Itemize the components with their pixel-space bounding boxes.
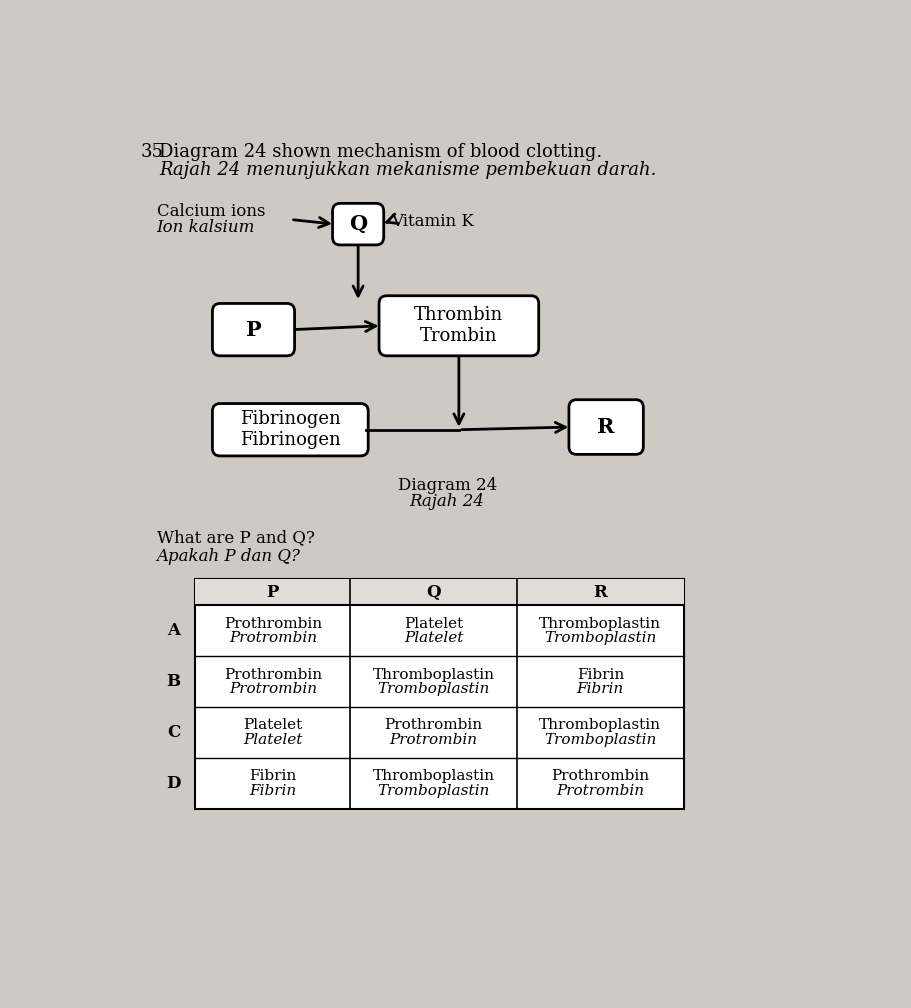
Text: Thromboplastin: Thromboplastin	[373, 769, 494, 783]
Text: P: P	[266, 584, 279, 601]
Text: Fibrin: Fibrin	[249, 784, 296, 798]
Text: Platelet: Platelet	[243, 719, 302, 733]
Text: Protrombin: Protrombin	[229, 631, 317, 645]
Text: Ion kalsium: Ion kalsium	[157, 219, 255, 236]
Text: Thrombin
Trombin: Thrombin Trombin	[414, 306, 503, 345]
Text: Thromboplastin: Thromboplastin	[373, 667, 494, 681]
Text: R: R	[597, 417, 614, 437]
FancyBboxPatch shape	[379, 295, 538, 356]
Text: Prothrombin: Prothrombin	[223, 667, 322, 681]
Text: Diagram 24: Diagram 24	[397, 477, 496, 494]
Text: What are P and Q?: What are P and Q?	[157, 529, 314, 546]
Text: Rajah 24 menunjukkan mekanisme pembekuan darah.: Rajah 24 menunjukkan mekanisme pembekuan…	[159, 161, 656, 179]
Text: Vitamin K: Vitamin K	[391, 213, 474, 230]
Text: Prothrombin: Prothrombin	[384, 719, 482, 733]
Text: Tromboplastin: Tromboplastin	[377, 682, 489, 697]
Text: Protrombin: Protrombin	[556, 784, 644, 798]
Text: D: D	[166, 775, 180, 791]
Text: Diagram 24 shown mechanism of blood clotting.: Diagram 24 shown mechanism of blood clot…	[159, 142, 601, 160]
Bar	[195, 580, 683, 808]
Text: Platelet: Platelet	[243, 733, 302, 747]
Text: Prothrombin: Prothrombin	[550, 769, 649, 783]
FancyBboxPatch shape	[212, 303, 294, 356]
Text: Fibrin: Fibrin	[576, 682, 623, 697]
Text: Thromboplastin: Thromboplastin	[538, 719, 660, 733]
Text: P: P	[245, 320, 261, 340]
Text: 35: 35	[141, 142, 164, 160]
Bar	[195, 580, 683, 605]
FancyBboxPatch shape	[212, 403, 368, 456]
Text: Tromboplastin: Tromboplastin	[544, 733, 656, 747]
Text: Tromboplastin: Tromboplastin	[377, 784, 489, 798]
Text: Thromboplastin: Thromboplastin	[538, 617, 660, 631]
Text: Platelet: Platelet	[404, 617, 463, 631]
Text: Protrombin: Protrombin	[389, 733, 477, 747]
FancyBboxPatch shape	[568, 400, 642, 455]
Text: C: C	[167, 724, 180, 741]
Text: Protrombin: Protrombin	[229, 682, 317, 697]
Text: Prothrombin: Prothrombin	[223, 617, 322, 631]
Text: Q: Q	[349, 214, 367, 234]
Text: Tromboplastin: Tromboplastin	[544, 631, 656, 645]
Text: Platelet: Platelet	[404, 631, 463, 645]
Text: Fibrin: Fibrin	[249, 769, 296, 783]
Text: Rajah 24: Rajah 24	[409, 493, 485, 510]
Text: B: B	[167, 673, 180, 690]
Text: Q: Q	[426, 584, 441, 601]
Text: R: R	[593, 584, 607, 601]
Text: Fibrinogen
Fibrinogen: Fibrinogen Fibrinogen	[240, 410, 341, 450]
FancyBboxPatch shape	[333, 204, 384, 245]
Text: Calcium ions: Calcium ions	[157, 204, 265, 221]
Text: Apakah P dan Q?: Apakah P dan Q?	[157, 547, 300, 564]
Text: A: A	[167, 622, 180, 639]
Text: Fibrin: Fibrin	[576, 667, 623, 681]
